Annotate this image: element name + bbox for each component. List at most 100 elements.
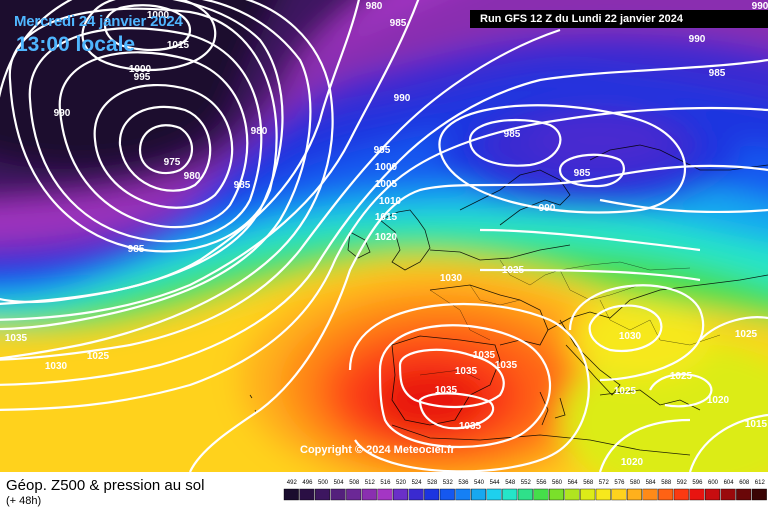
legend-value-576: 576 — [614, 480, 625, 486]
legend-value-500: 500 — [318, 480, 329, 486]
legend-value-604: 604 — [724, 480, 735, 486]
legend-swatch-600 — [705, 488, 721, 501]
isobar-label: 985 — [709, 68, 726, 79]
isobar-label: 1025 — [614, 386, 637, 397]
isobar-label: 1020 — [707, 395, 730, 406]
lead-time: (+ 48h) — [6, 495, 42, 507]
copyright-notice: Copyright © 2024 Meteociel.fr — [300, 444, 455, 456]
isobar-label: 1035 — [5, 333, 28, 344]
legend-value-512: 512 — [365, 480, 376, 486]
isobar-label: 1015 — [167, 40, 190, 51]
legend-swatch-568 — [580, 488, 596, 501]
legend-value-584: 584 — [646, 480, 657, 486]
legend-value-540: 540 — [474, 480, 485, 486]
legend-swatch-556 — [533, 488, 549, 501]
legend-swatch-520 — [392, 488, 408, 501]
legend-swatch-504 — [330, 488, 346, 501]
isobar-label: 1030 — [619, 331, 642, 342]
model-run-label: Run GFS 12 Z du Lundi 22 janvier 2024 — [470, 10, 768, 28]
legend-value-564: 564 — [568, 480, 579, 486]
isobar-label: 1025 — [670, 371, 693, 382]
legend-value-552: 552 — [521, 480, 532, 486]
legend-value-592: 592 — [677, 480, 688, 486]
isobar-label: 1035 — [435, 385, 458, 396]
map-footer: Géop. Z500 & pression au sol (+ 48h) 492… — [0, 472, 768, 512]
isobar-label: 1030 — [440, 273, 463, 284]
isobar-label: 990 — [539, 203, 556, 214]
isobar-label: 1020 — [375, 232, 398, 243]
isobar-label: 1035 — [473, 350, 496, 361]
legend-swatch-532 — [439, 488, 455, 501]
isobar-label: 1030 — [45, 361, 68, 372]
legend-swatch-552 — [517, 488, 533, 501]
legend-swatch-608 — [736, 488, 752, 501]
legend-value-572: 572 — [599, 480, 610, 486]
legend-value-520: 520 — [396, 480, 407, 486]
legend-swatch-500 — [315, 488, 331, 501]
isobar-label: 1010 — [379, 196, 402, 207]
isobar-label: 980 — [184, 171, 201, 182]
legend-swatch-584 — [642, 488, 658, 501]
legend-value-536: 536 — [458, 480, 469, 486]
isobar-label: 1000 — [375, 162, 398, 173]
isobar-label: 1020 — [621, 457, 644, 468]
legend-value-532: 532 — [443, 480, 454, 486]
legend-value-556: 556 — [536, 480, 547, 486]
legend-swatch-564 — [564, 488, 580, 501]
legend-swatch-528 — [424, 488, 440, 501]
legend-value-508: 508 — [349, 480, 360, 486]
legend-swatch-592 — [673, 488, 689, 501]
isobar-label: 1005 — [375, 179, 398, 190]
legend-swatch-588 — [658, 488, 674, 501]
legend-value-516: 516 — [380, 480, 391, 486]
legend-swatch-516 — [377, 488, 393, 501]
legend-swatch-576 — [611, 488, 627, 501]
legend-value-504: 504 — [334, 480, 345, 486]
legend-value-496: 496 — [302, 480, 313, 486]
isobar-label: 1035 — [455, 366, 478, 377]
legend-swatch-604 — [720, 488, 736, 501]
isobar-label: 985 — [128, 244, 145, 255]
legend-swatch-492 — [283, 488, 299, 501]
legend-value-600: 600 — [708, 480, 719, 486]
legend-swatch-540 — [470, 488, 486, 501]
legend-swatch-560 — [549, 488, 565, 501]
weather-map: 1000 1015 1000 995 990 975 980 980 985 9… — [0, 0, 768, 472]
isobar-label: 1035 — [459, 421, 482, 432]
legend-value-524: 524 — [412, 480, 423, 486]
isobar-label: 985 — [504, 129, 521, 140]
isobar-label: 990 — [689, 34, 706, 45]
isobar-label: 990 — [394, 93, 411, 104]
legend-swatch-524 — [408, 488, 424, 501]
isobar-label: 1000 — [147, 10, 170, 21]
map-canvas: 1000 1015 1000 995 990 975 980 980 985 9… — [0, 0, 768, 472]
isobar-label: 1025 — [87, 351, 110, 362]
legend-swatch-580 — [627, 488, 643, 501]
legend-value-612: 612 — [755, 480, 766, 486]
isobar-label: 975 — [164, 157, 181, 168]
isobar-label: 1035 — [495, 360, 518, 371]
isobar-label: 985 — [574, 168, 591, 179]
legend-swatch-544 — [486, 488, 502, 501]
legend-swatch-612 — [751, 488, 767, 501]
product-title: Géop. Z500 & pression au sol — [6, 477, 205, 494]
isobar-label: 985 — [390, 18, 407, 29]
isobar-label: 995 — [374, 145, 391, 156]
isobar-label: 1000 — [129, 64, 152, 75]
isobar-label: 995 — [134, 72, 151, 83]
isobar-label: 980 — [251, 126, 268, 137]
legend-swatch-572 — [595, 488, 611, 501]
color-scale-legend: 492 496 500 504 508 512 516 520 524 528 532 536 540 5… — [283, 480, 767, 501]
legend-swatch-508 — [346, 488, 362, 501]
isobar-label: 1025 — [735, 329, 758, 340]
isobar-label: 980 — [366, 1, 383, 12]
isobar-label: 985 — [234, 180, 251, 191]
legend-swatch-548 — [502, 488, 518, 501]
legend-swatch-596 — [689, 488, 705, 501]
legend-value-544: 544 — [490, 480, 501, 486]
legend-swatch-536 — [455, 488, 471, 501]
forecast-date: Mercredi 24 janvier 2024 — [14, 13, 183, 30]
forecast-local-time: 13:00 locale — [16, 33, 136, 56]
isobar-label: 990 — [752, 1, 768, 12]
legend-value-528: 528 — [427, 480, 438, 486]
